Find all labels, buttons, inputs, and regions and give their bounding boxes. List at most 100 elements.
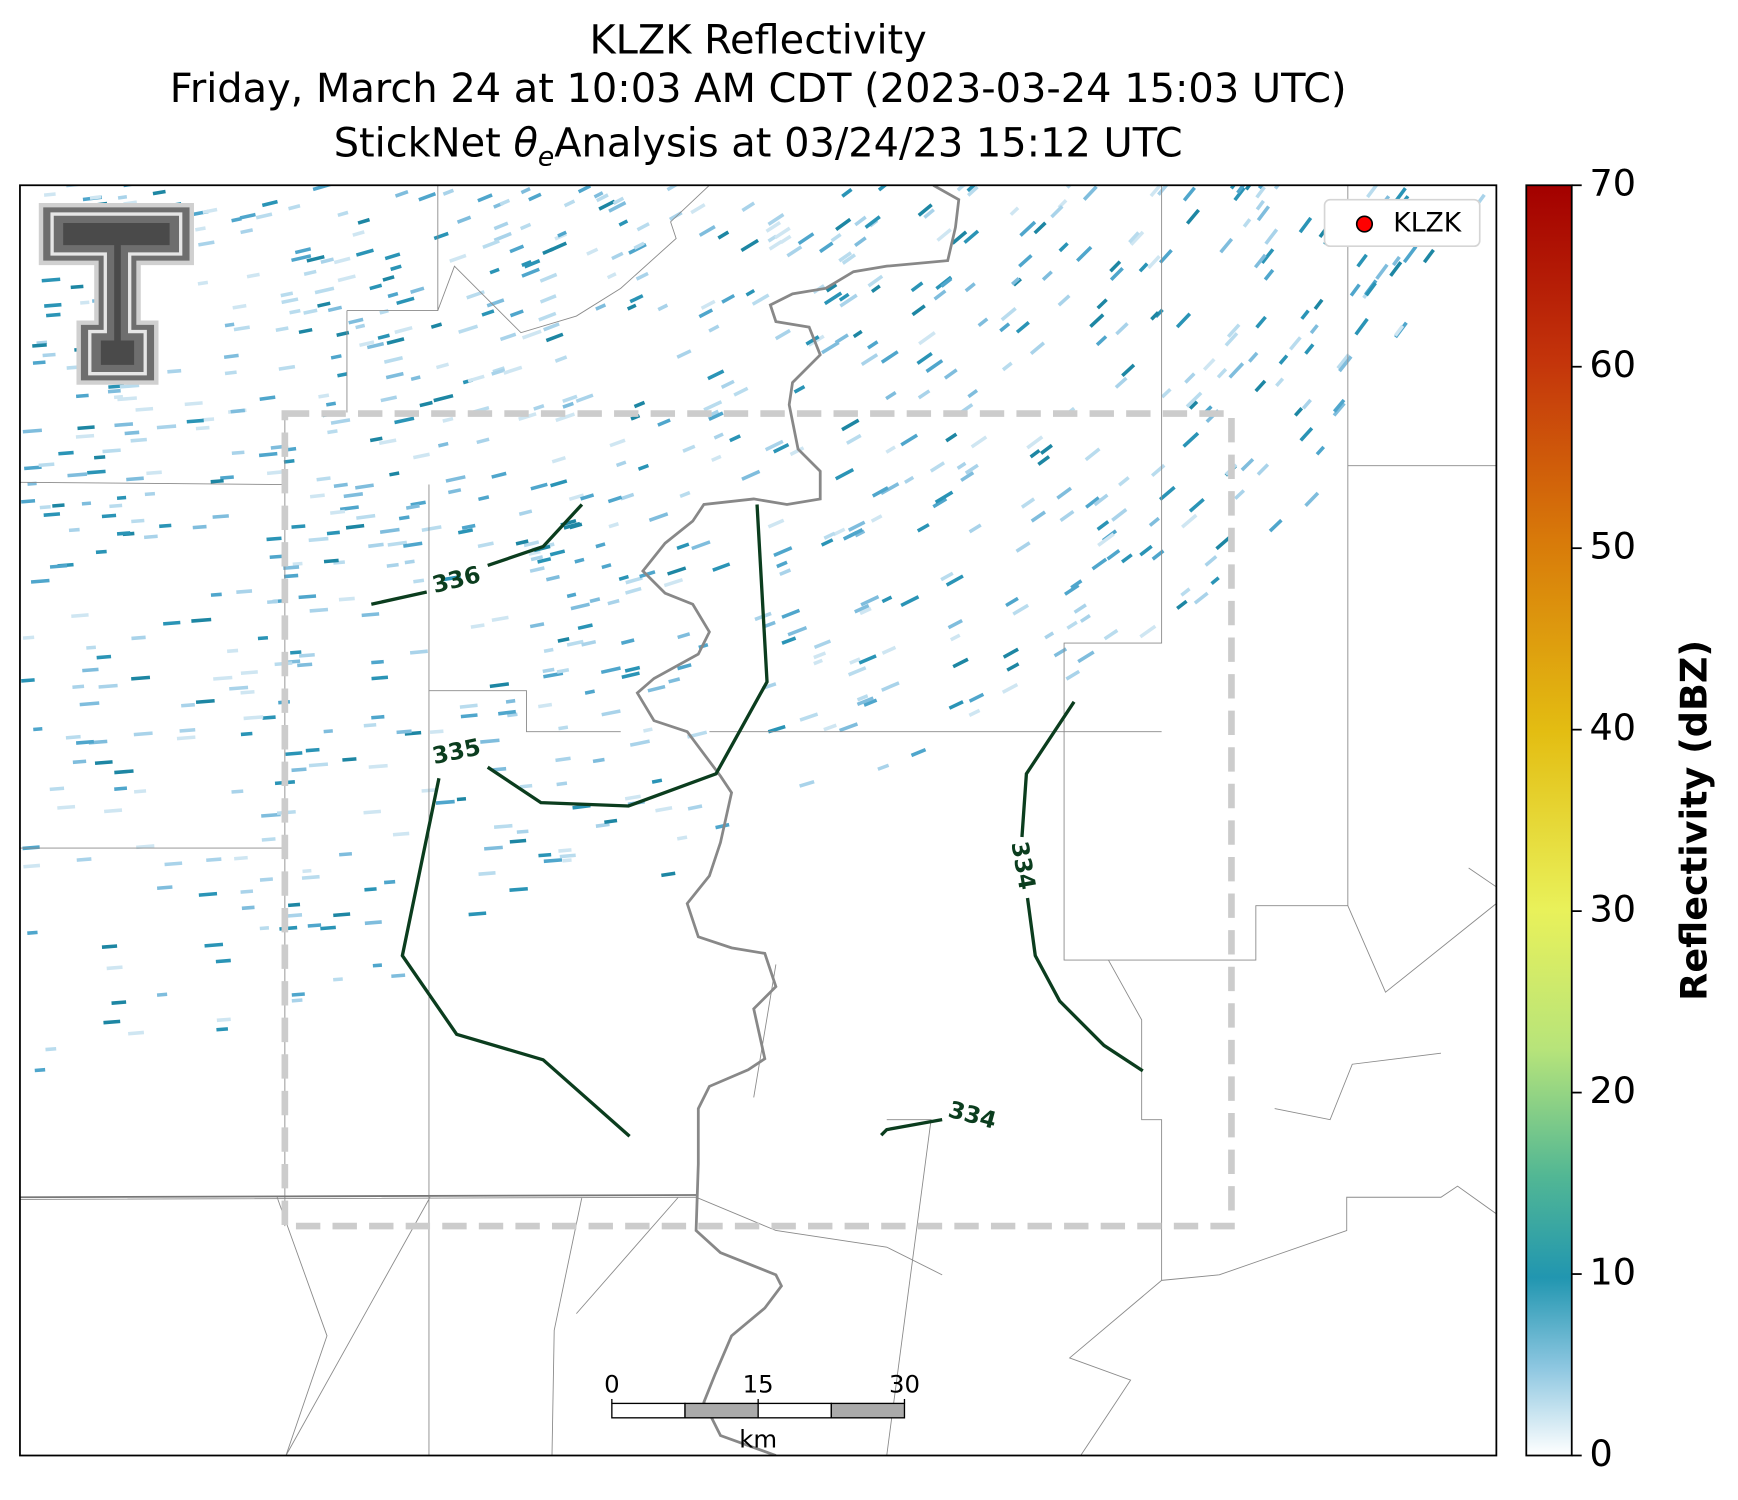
radar-echo (577, 623, 593, 631)
radar-echo (44, 302, 62, 308)
radar-echo (152, 189, 166, 196)
radar-echo (570, 602, 590, 611)
radar-echo (1026, 435, 1044, 450)
radar-echo (1089, 313, 1105, 328)
map-frame (19, 184, 1498, 1457)
scale-unit: km (739, 1425, 777, 1454)
radar-echo (449, 253, 467, 263)
radar-echo (338, 596, 355, 602)
radar-echo (22, 635, 35, 640)
radar-echo (52, 503, 65, 508)
radar-echo (1175, 312, 1192, 329)
radar-echo (79, 701, 100, 707)
radar-echo (102, 448, 121, 454)
radar-echo (904, 475, 915, 484)
radar-echo (700, 299, 716, 310)
radar-echo (486, 298, 505, 308)
radar-echo (648, 512, 669, 522)
radar-echo (745, 288, 756, 297)
radar-echo (676, 835, 688, 841)
radar-echo (355, 483, 374, 490)
radar-echo (858, 654, 877, 665)
radar-echo (281, 297, 299, 305)
radar-echo (1233, 186, 1246, 202)
radar-echo (459, 703, 478, 709)
radar-echo (1215, 535, 1232, 551)
radar-echo (410, 500, 426, 507)
radar-echo (371, 675, 389, 681)
radar-echo (430, 322, 443, 329)
radar-echo (231, 450, 245, 456)
radar-echo (1020, 497, 1036, 509)
radar-echo (1188, 497, 1205, 513)
radar-echo (1240, 457, 1255, 472)
radar-echo (421, 525, 442, 532)
radar-echo (637, 463, 650, 471)
radar-echo (301, 874, 320, 880)
radar-echo (333, 977, 343, 982)
radar-echo (820, 538, 834, 547)
radar-echo (380, 395, 398, 403)
radar-echo (870, 514, 883, 523)
radar-echo (210, 592, 222, 597)
radar-echo (1114, 376, 1128, 389)
radar-echo (847, 666, 867, 677)
radar-echo (1084, 447, 1101, 462)
radar-echo (364, 887, 377, 892)
radar-echo (543, 858, 563, 864)
radar-echo (556, 781, 568, 787)
radar-echo (93, 455, 106, 460)
radar-echo (848, 528, 864, 538)
radar-echo (257, 635, 269, 641)
radar-echo (830, 233, 842, 243)
radar-echo (418, 192, 437, 202)
radar-echo (255, 212, 273, 220)
radar-echo (1182, 186, 1196, 202)
radar-echo (651, 778, 663, 784)
radar-echo (574, 557, 585, 564)
colorbar-tick-label: 50 (1589, 525, 1636, 568)
radar-echo (317, 301, 331, 308)
radar-echo (528, 192, 542, 202)
radar-echo (339, 505, 359, 512)
radar-echo (1040, 443, 1053, 455)
radar-echo (647, 684, 666, 693)
radar-echo (80, 300, 90, 305)
radar-echo (556, 668, 570, 674)
radar-echo (881, 595, 893, 604)
radar-echo (881, 681, 900, 692)
radar-echo (33, 726, 43, 732)
radar-echo (213, 675, 233, 681)
radar-echo (1160, 387, 1172, 399)
radar-echo (529, 622, 545, 629)
radar-echo (230, 408, 246, 414)
scale-tick-label: 30 (889, 1369, 920, 1398)
radar-echo (854, 529, 866, 538)
radar-echo (76, 857, 92, 862)
radar-echo (841, 188, 853, 198)
radar-echo (357, 217, 371, 225)
radar-echo (291, 998, 303, 1003)
radar-echo (629, 294, 644, 304)
radar-echo (606, 272, 617, 280)
radar-echo (1219, 237, 1234, 254)
radar-echo (258, 451, 278, 458)
radar-echo (326, 530, 340, 536)
radar-echo (849, 657, 861, 665)
radar-echo (232, 303, 247, 310)
radar-echo (793, 384, 806, 394)
radar-echoes (21, 185, 1486, 1073)
radar-echo (57, 804, 76, 810)
radar-echo (1332, 402, 1346, 417)
radar-echo (202, 207, 218, 215)
radar-echo (371, 714, 385, 720)
radar-echo (838, 292, 850, 302)
radar-echo (294, 247, 312, 255)
radar-echo (537, 702, 553, 709)
radar-echo (1041, 270, 1053, 281)
radar-echo (720, 379, 735, 389)
radar-echo (119, 383, 140, 389)
contour-line (880, 1118, 943, 1137)
radar-echo (1019, 220, 1037, 237)
colorbar-tick-label: 0 (1589, 1432, 1612, 1475)
